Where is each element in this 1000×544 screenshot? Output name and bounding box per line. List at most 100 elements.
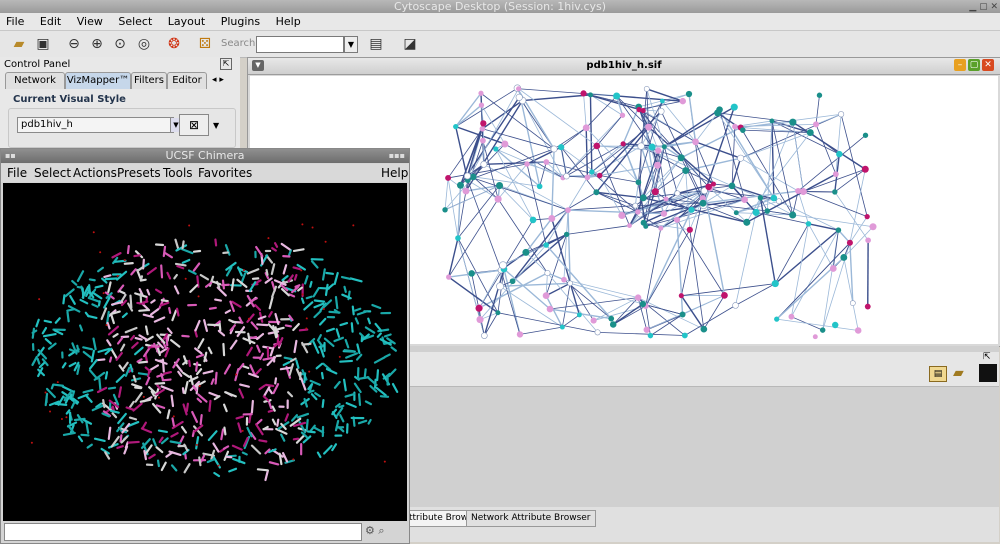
- network-edge[interactable]: [777, 319, 859, 330]
- network-node[interactable]: [493, 146, 498, 151]
- network-node[interactable]: [516, 94, 522, 100]
- network-node[interactable]: [547, 306, 554, 313]
- network-node[interactable]: [591, 318, 597, 324]
- network-edge[interactable]: [481, 93, 554, 149]
- tab-vizmapper[interactable]: VizMapper™: [65, 72, 131, 89]
- network-node[interactable]: [649, 144, 656, 151]
- chimera-menu-file[interactable]: File: [7, 166, 27, 180]
- chimera-menu-select[interactable]: Select: [34, 166, 71, 180]
- zoom-in-icon[interactable]: ⊕: [87, 34, 107, 54]
- minimize-icon[interactable]: –: [954, 59, 966, 71]
- options-dropdown-icon[interactable]: ▼: [213, 121, 219, 130]
- lifebuoy-icon[interactable]: ❂: [164, 34, 184, 54]
- network-node[interactable]: [850, 301, 855, 306]
- tab-network[interactable]: Network: [5, 72, 65, 89]
- network-node[interactable]: [753, 209, 760, 216]
- network-node[interactable]: [660, 99, 665, 104]
- network-edge[interactable]: [498, 199, 547, 273]
- network-node[interactable]: [655, 148, 661, 154]
- network-node[interactable]: [661, 211, 667, 217]
- network-node[interactable]: [680, 312, 686, 318]
- network-node[interactable]: [621, 141, 626, 146]
- network-edge[interactable]: [650, 315, 682, 336]
- network-edge[interactable]: [562, 283, 570, 327]
- menu-select[interactable]: Select: [112, 13, 158, 30]
- network-node[interactable]: [445, 175, 451, 181]
- network-node[interactable]: [455, 235, 461, 241]
- network-node[interactable]: [830, 265, 837, 272]
- network-node[interactable]: [580, 90, 586, 96]
- network-node[interactable]: [776, 199, 781, 204]
- network-edge[interactable]: [456, 105, 482, 127]
- network-node[interactable]: [537, 184, 543, 190]
- network-node[interactable]: [577, 312, 582, 317]
- network-node[interactable]: [618, 212, 625, 219]
- network-node[interactable]: [635, 209, 640, 214]
- menu-file[interactable]: File: [0, 13, 30, 30]
- network-node[interactable]: [558, 144, 564, 150]
- network-node[interactable]: [480, 120, 486, 126]
- network-node[interactable]: [758, 195, 763, 200]
- search-dropdown-button[interactable]: ▼: [344, 36, 358, 53]
- network-node[interactable]: [865, 214, 870, 219]
- network-node[interactable]: [476, 316, 483, 323]
- network-node[interactable]: [743, 219, 750, 226]
- network-edge[interactable]: [643, 304, 683, 315]
- search-input[interactable]: [256, 36, 344, 53]
- network-node[interactable]: [588, 92, 593, 97]
- network-node[interactable]: [548, 215, 555, 222]
- vizmapper-icon[interactable]: ◪: [400, 34, 420, 54]
- network-node[interactable]: [737, 155, 743, 161]
- network-node[interactable]: [608, 316, 614, 322]
- network-node[interactable]: [636, 107, 641, 112]
- molecule-structure[interactable]: [3, 183, 407, 521]
- network-edge[interactable]: [597, 115, 623, 146]
- network-node[interactable]: [524, 161, 529, 166]
- network-node[interactable]: [692, 138, 699, 145]
- network-node[interactable]: [644, 327, 650, 333]
- network-node[interactable]: [729, 183, 736, 190]
- tab-scroll-arrows-icon[interactable]: ◂ ▸: [212, 75, 224, 85]
- network-node[interactable]: [517, 331, 523, 337]
- command-line-icons[interactable]: ⚙ ⌕: [365, 524, 385, 538]
- network-node[interactable]: [468, 270, 475, 277]
- chimera-menu-help[interactable]: Help: [381, 166, 408, 180]
- network-node[interactable]: [813, 121, 819, 127]
- network-node[interactable]: [654, 162, 661, 169]
- network-node[interactable]: [658, 226, 663, 231]
- network-edge[interactable]: [798, 191, 808, 224]
- network-node[interactable]: [833, 171, 839, 177]
- network-node[interactable]: [838, 111, 844, 117]
- network-edge[interactable]: [808, 224, 838, 230]
- network-edge[interactable]: [681, 284, 775, 296]
- close-icon[interactable]: ✕: [982, 59, 994, 71]
- network-node[interactable]: [682, 167, 689, 174]
- visual-style-select[interactable]: pdb1hiv_h ▼: [17, 117, 174, 133]
- network-node[interactable]: [610, 321, 617, 328]
- tab-editor[interactable]: Editor: [167, 72, 207, 89]
- heatmap-icon[interactable]: [979, 364, 997, 382]
- network-edge[interactable]: [527, 164, 546, 245]
- network-edge[interactable]: [644, 223, 690, 230]
- undock-icon[interactable]: ⇱: [983, 352, 991, 362]
- network-node[interactable]: [662, 144, 667, 149]
- network-edge[interactable]: [484, 313, 498, 336]
- network-edge[interactable]: [772, 121, 774, 198]
- network-node[interactable]: [481, 333, 487, 339]
- network-edge[interactable]: [777, 243, 850, 319]
- tab-network-attribute-browser[interactable]: Network Attribute Browser: [466, 510, 596, 527]
- zoom-out-icon[interactable]: ⊖: [64, 34, 84, 54]
- menu-help[interactable]: Help: [270, 13, 307, 30]
- network-node[interactable]: [480, 126, 486, 132]
- network-node[interactable]: [496, 283, 503, 290]
- network-edge[interactable]: [561, 147, 566, 176]
- tab-filters[interactable]: Filters: [131, 72, 167, 89]
- network-node[interactable]: [561, 277, 567, 283]
- network-node[interactable]: [865, 304, 871, 310]
- network-node[interactable]: [564, 173, 570, 179]
- network-node[interactable]: [480, 138, 486, 144]
- network-node[interactable]: [545, 270, 550, 275]
- zoom-fit-icon[interactable]: ◎: [134, 34, 154, 54]
- network-node[interactable]: [840, 254, 847, 261]
- network-edge[interactable]: [703, 191, 798, 203]
